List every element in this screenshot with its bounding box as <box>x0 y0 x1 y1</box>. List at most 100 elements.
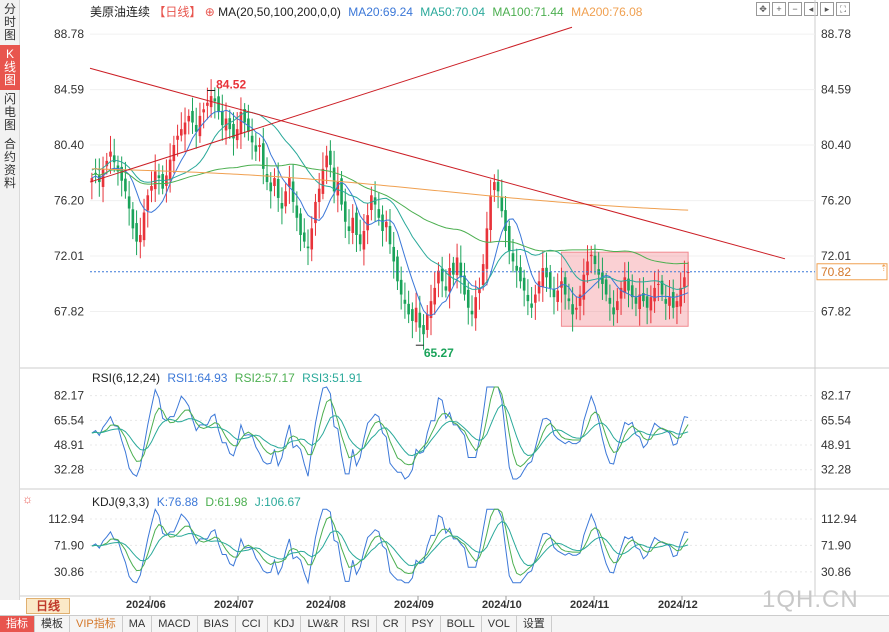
d-value: D:61.98 <box>205 495 248 509</box>
indicator-tab-boll[interactable]: BOLL <box>441 616 482 632</box>
candle-body <box>474 297 478 319</box>
candle-body <box>504 210 507 232</box>
candle-body <box>228 118 232 130</box>
candle-body <box>571 304 574 315</box>
candle-body <box>489 195 492 230</box>
candle-body <box>444 286 448 291</box>
candle-body <box>127 196 131 209</box>
candle-body <box>362 231 366 250</box>
candle-body <box>619 287 623 299</box>
candle-body <box>168 159 172 181</box>
indicator-tab--[interactable]: 模板 <box>35 616 70 632</box>
rsi-tick-right: 82.17 <box>821 389 851 403</box>
indicator-tab--[interactable]: 指标 <box>0 616 35 632</box>
add-circle-icon[interactable]: ⊕ <box>204 5 215 19</box>
candle-body <box>437 270 440 284</box>
price-tick-left: 80.40 <box>54 138 84 152</box>
candle-body <box>250 135 254 143</box>
candle-body <box>433 287 437 305</box>
indicator-tab-lw-r[interactable]: LW&R <box>301 616 346 632</box>
side-tab-3[interactable]: 合约资料 <box>3 137 16 190</box>
indicator-tab--[interactable]: 设置 <box>517 616 552 632</box>
ma100-line <box>91 163 689 265</box>
candle-body <box>567 298 571 302</box>
last-price-label: 70.82 <box>821 265 851 279</box>
candle-body <box>612 307 615 315</box>
candle-body <box>407 303 410 315</box>
candle-body <box>306 246 310 249</box>
candle-body <box>381 214 384 232</box>
candle-body <box>414 307 418 323</box>
period-tag[interactable]: 【日线】 <box>153 5 202 19</box>
kdj-tick-left: 30.86 <box>54 565 84 579</box>
side-tab-0[interactable]: 分时图 <box>3 2 16 42</box>
indicator-tab-cci[interactable]: CCI <box>236 616 268 632</box>
fullscreen-icon[interactable]: ⛶ <box>836 2 850 16</box>
indicator-tab-rsi[interactable]: RSI <box>345 616 377 632</box>
indicator-tab-cr[interactable]: CR <box>377 616 406 632</box>
pan-right-icon[interactable]: ▸ <box>820 2 834 16</box>
candle-body <box>664 299 668 304</box>
candle-body <box>683 277 686 288</box>
indicator-tabs: 指标 模板 VIP指标 MA MACD BIAS CCI KDJ LW&R RSI CR PSY BOL… <box>0 615 889 632</box>
indicator-tab-bias[interactable]: BIAS <box>198 616 236 632</box>
zoom-out-icon[interactable]: − <box>788 2 802 16</box>
candle-body <box>180 129 183 136</box>
zoom-in-icon[interactable]: + <box>772 2 786 16</box>
candle-body <box>302 232 306 242</box>
candle-body <box>239 111 243 134</box>
candle-body <box>422 325 425 335</box>
candle-body <box>686 272 690 274</box>
candle-body <box>515 265 519 271</box>
candle-body <box>329 150 332 165</box>
j-value: J:106.67 <box>254 495 301 509</box>
indicator-tab-vol[interactable]: VOL <box>482 616 517 632</box>
candle-body <box>616 301 619 311</box>
price-tick-right: 67.82 <box>821 304 851 318</box>
indicator-tab-ma[interactable]: MA <box>123 616 153 632</box>
price-tick-left: 88.78 <box>54 27 84 41</box>
candle-body <box>150 186 153 191</box>
candle-body <box>642 293 645 302</box>
candle-body <box>425 314 429 330</box>
ma200-line <box>91 168 689 211</box>
candle-body <box>176 135 179 140</box>
rsi2-value: RSI2:57.17 <box>234 371 295 385</box>
fit-icon[interactable]: ✥ <box>756 2 770 16</box>
candle-body <box>261 143 265 169</box>
price-tick-right: 84.59 <box>821 83 851 97</box>
rsi-tick-left: 48.91 <box>54 438 84 452</box>
candle-body <box>321 168 325 194</box>
kdj-line-2 <box>91 508 689 576</box>
candle-body <box>310 228 314 250</box>
candle-body <box>634 297 638 304</box>
indicator-tab-kdj[interactable]: KDJ <box>268 616 302 632</box>
candle-body <box>556 290 560 302</box>
candle-body <box>593 255 597 265</box>
rsi3-value: RSI3:51.91 <box>302 371 363 385</box>
price-tick-left: 76.20 <box>54 194 84 208</box>
indicator-tab-vip-[interactable]: VIP指标 <box>70 616 123 632</box>
candle-body <box>403 299 407 304</box>
candle-body <box>675 301 679 308</box>
period-button[interactable]: 日线 <box>26 598 70 614</box>
candle-body <box>172 145 176 162</box>
candle-body <box>217 96 220 112</box>
sun-icon[interactable]: ☼ <box>22 492 33 506</box>
candle-body <box>526 294 530 302</box>
indicator-tab-macd[interactable]: MACD <box>152 616 198 632</box>
indicator-tab-psy[interactable]: PSY <box>406 616 441 632</box>
candle-body <box>657 283 660 285</box>
candle-body <box>336 182 340 196</box>
rsi-tick-right: 32.28 <box>821 463 851 477</box>
candle-body <box>384 221 388 228</box>
ma-params[interactable]: MA(20,50,100,200,0,0) <box>218 5 341 19</box>
date-label: 2024/06 <box>126 599 166 611</box>
candle-body <box>232 123 235 139</box>
ma50-value: MA50:70.04 <box>420 5 485 19</box>
trend-line-up <box>89 26 573 183</box>
chart-canvas[interactable]: 88.78 88.78 84.59 84.59 80.40 80.40 76.20 76.20… <box>0 0 889 615</box>
rsi-tick-left: 65.54 <box>54 413 84 427</box>
side-tab-2[interactable]: 闪电图 <box>3 92 16 132</box>
